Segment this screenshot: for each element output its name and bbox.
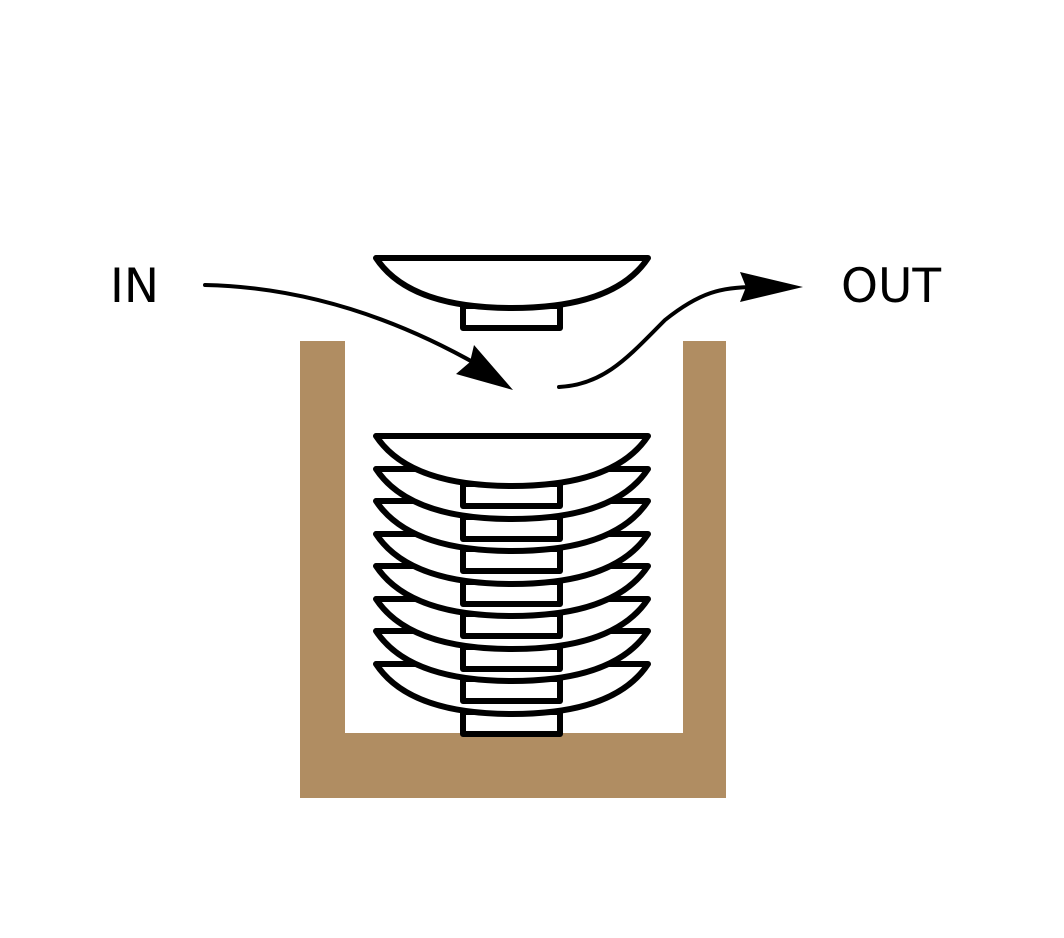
plate-bowl xyxy=(373,433,651,489)
stacked-plate xyxy=(373,433,651,509)
plate-in-transit xyxy=(373,255,651,331)
out-flow-line xyxy=(557,285,757,389)
in-arrowhead xyxy=(456,345,513,390)
plate-bowl xyxy=(373,255,651,311)
out-label: OUT xyxy=(841,259,941,314)
in-label: IN xyxy=(110,259,159,314)
plate-container xyxy=(300,341,726,798)
plate-stack xyxy=(373,433,651,737)
out-arrowhead xyxy=(740,272,803,302)
in-flow-line xyxy=(203,283,480,367)
top-plate xyxy=(373,255,651,331)
